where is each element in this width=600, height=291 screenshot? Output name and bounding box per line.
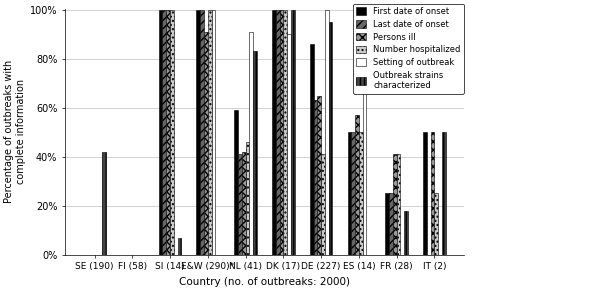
- Bar: [397, 154, 400, 255]
- Bar: [355, 115, 359, 255]
- Bar: [287, 34, 291, 255]
- Bar: [431, 132, 434, 255]
- Bar: [329, 22, 332, 255]
- Bar: [238, 154, 242, 255]
- Bar: [325, 10, 329, 255]
- Bar: [212, 10, 215, 255]
- Bar: [276, 10, 280, 255]
- Bar: [321, 154, 325, 255]
- Bar: [423, 132, 427, 255]
- Bar: [242, 152, 245, 255]
- Bar: [291, 10, 295, 255]
- Bar: [163, 10, 166, 255]
- Bar: [245, 142, 250, 255]
- Bar: [352, 132, 355, 255]
- Y-axis label: Percentage of outbreaks with
complete information: Percentage of outbreaks with complete in…: [4, 60, 26, 203]
- Bar: [389, 194, 393, 255]
- Bar: [208, 10, 212, 255]
- Bar: [250, 32, 253, 255]
- X-axis label: Country (no. of outbreaks: 2000): Country (no. of outbreaks: 2000): [179, 277, 350, 287]
- Bar: [393, 154, 397, 255]
- Bar: [362, 61, 367, 255]
- Bar: [166, 10, 170, 255]
- Bar: [280, 10, 283, 255]
- Bar: [204, 32, 208, 255]
- Bar: [434, 194, 438, 255]
- Bar: [159, 10, 163, 255]
- Bar: [283, 10, 287, 255]
- Bar: [347, 132, 352, 255]
- Bar: [102, 152, 106, 255]
- Bar: [385, 194, 389, 255]
- Bar: [170, 10, 174, 255]
- Bar: [253, 52, 257, 255]
- Bar: [317, 95, 321, 255]
- Bar: [272, 10, 276, 255]
- Legend: First date of onset, Last date of onset, Persons ill, Number hospitalized, Setti: First date of onset, Last date of onset,…: [353, 4, 464, 93]
- Bar: [442, 132, 446, 255]
- Bar: [314, 100, 317, 255]
- Bar: [178, 237, 181, 255]
- Bar: [196, 10, 200, 255]
- Bar: [200, 10, 204, 255]
- Bar: [404, 211, 408, 255]
- Bar: [234, 110, 238, 255]
- Bar: [359, 132, 362, 255]
- Bar: [310, 44, 314, 255]
